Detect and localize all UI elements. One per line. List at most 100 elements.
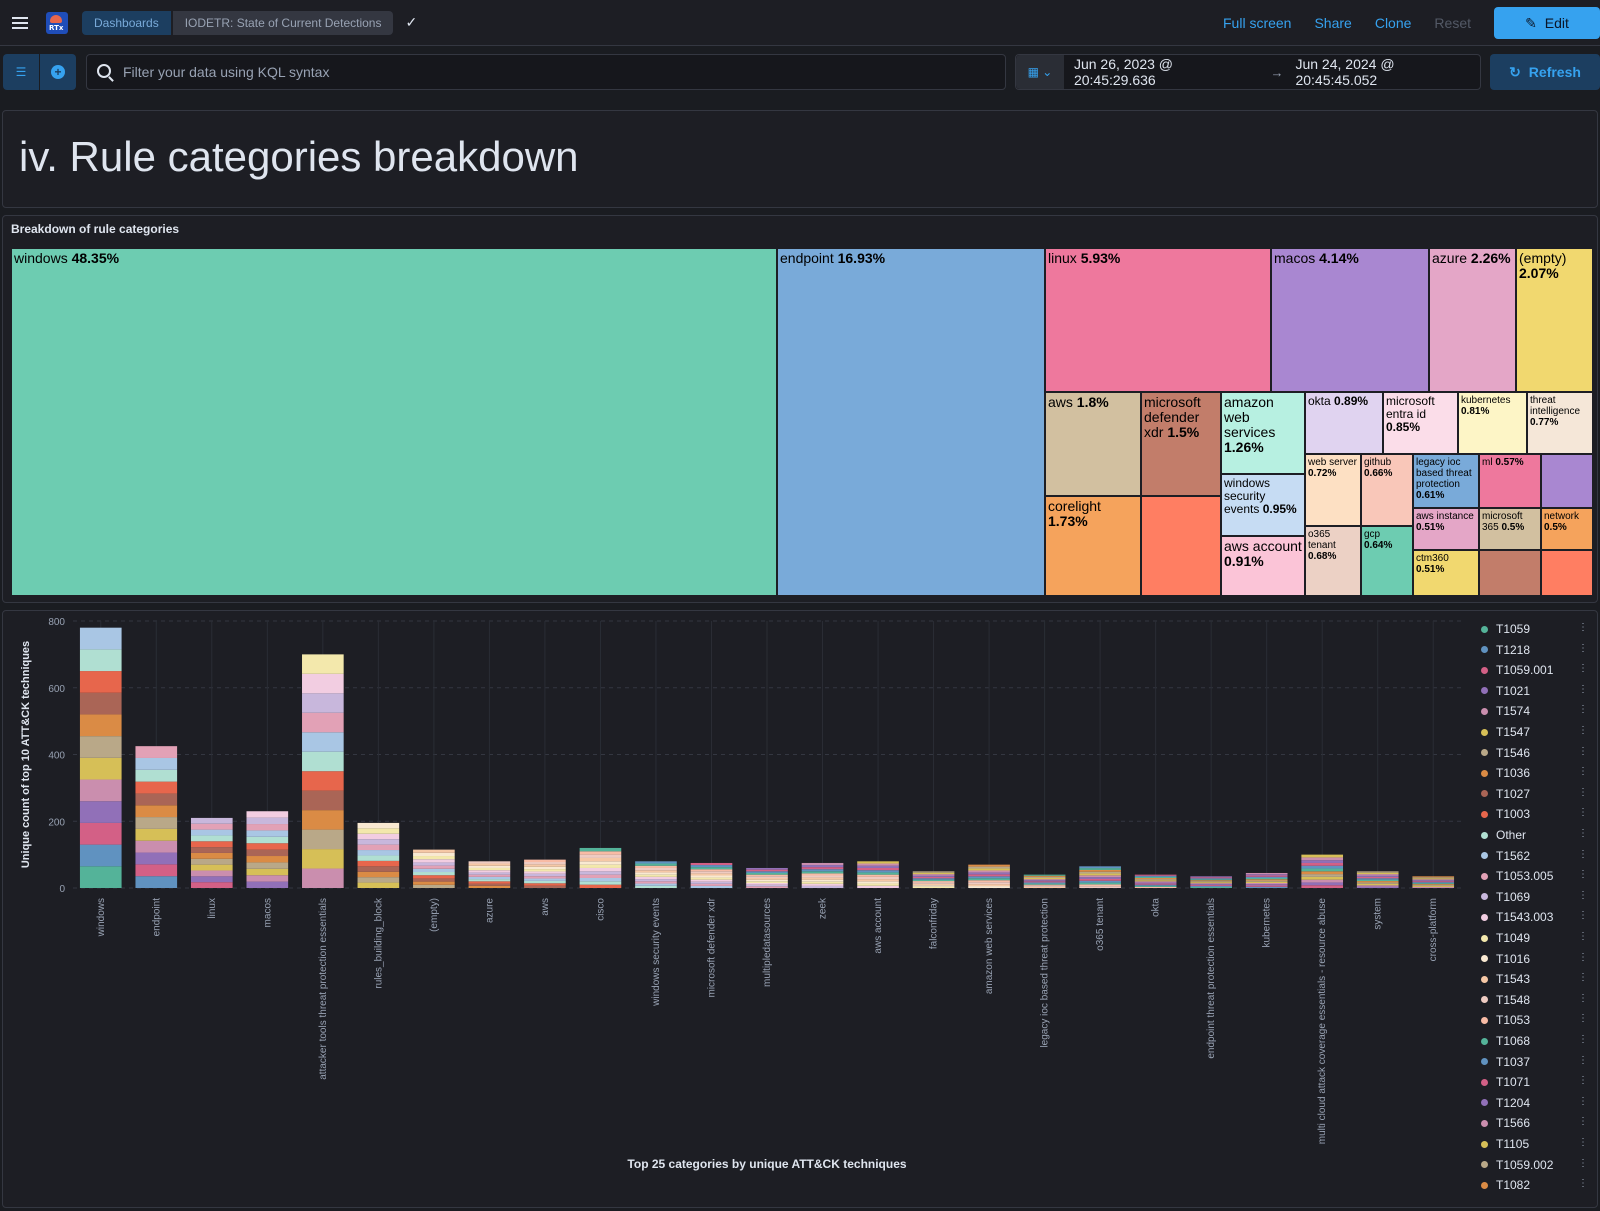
treemap-cell[interactable]: windows security events 0.95% <box>1221 474 1305 536</box>
legend-item[interactable]: T1049 <box>1481 928 1530 948</box>
bar-segment[interactable] <box>912 879 955 882</box>
bar-segment[interactable] <box>413 881 455 885</box>
bar-segment[interactable] <box>635 879 677 882</box>
bar-segment[interactable] <box>413 878 455 882</box>
bar-segment[interactable] <box>1301 879 1344 883</box>
bar-segment[interactable] <box>1412 887 1455 888</box>
bar-segment[interactable] <box>190 858 233 865</box>
bar-segment[interactable] <box>1023 881 1066 883</box>
bar-segment[interactable] <box>357 828 400 834</box>
bar-segment[interactable] <box>135 781 178 794</box>
bar-segment[interactable] <box>524 880 566 884</box>
bar-segment[interactable] <box>857 874 899 877</box>
bar-segment[interactable] <box>1079 868 1121 870</box>
bar-segment[interactable] <box>1023 874 1066 876</box>
bar-segment[interactable] <box>690 883 733 886</box>
legend-item[interactable]: T1053.005 <box>1481 866 1553 886</box>
bar-segment[interactable] <box>1134 882 1177 884</box>
bar-segment[interactable] <box>413 868 455 873</box>
bar-segment[interactable] <box>79 779 122 802</box>
bar-segment[interactable] <box>746 876 788 878</box>
bar-segment[interactable] <box>468 865 511 868</box>
legend-options-icon[interactable]: ⋮ <box>1578 683 1588 695</box>
bar-segment[interactable] <box>302 810 344 830</box>
bar-segment[interactable] <box>1301 865 1344 869</box>
bar-segment[interactable] <box>357 850 400 856</box>
bar-segment[interactable] <box>635 881 677 884</box>
legend-item[interactable]: T1037 <box>1481 1052 1530 1072</box>
bar-segment[interactable] <box>246 824 289 831</box>
bar-segment[interactable] <box>1023 875 1066 877</box>
bar-segment[interactable] <box>579 861 622 865</box>
bar-segment[interactable] <box>413 872 455 876</box>
bar-segment[interactable] <box>801 881 844 884</box>
bar-segment[interactable] <box>190 847 233 853</box>
bar-segment[interactable] <box>357 866 400 872</box>
bar-segment[interactable] <box>135 852 178 865</box>
bar-segment[interactable] <box>1356 886 1399 888</box>
bar-segment[interactable] <box>1079 871 1121 874</box>
bar-segment[interactable] <box>413 856 455 860</box>
bar-segment[interactable] <box>857 872 899 875</box>
bar-segment[interactable] <box>1079 886 1121 888</box>
legend-item[interactable]: T1105 <box>1481 1134 1529 1154</box>
legend-options-icon[interactable]: ⋮ <box>1578 972 1588 984</box>
treemap-cell[interactable]: macos 4.14% <box>1271 248 1429 392</box>
bar-segment[interactable] <box>1301 860 1344 863</box>
bar-segment[interactable] <box>524 883 566 886</box>
bar-segment[interactable] <box>524 873 566 877</box>
bar-segment[interactable] <box>468 881 511 884</box>
legend-options-icon[interactable]: ⋮ <box>1578 889 1588 901</box>
bar-segment[interactable] <box>1412 883 1455 885</box>
bar-segment[interactable] <box>968 868 1010 871</box>
bar-segment[interactable] <box>1079 875 1121 878</box>
bar-segment[interactable] <box>1134 876 1177 878</box>
bar-segment[interactable] <box>635 872 677 875</box>
legend-options-icon[interactable]: ⋮ <box>1578 828 1588 839</box>
bar-segment[interactable] <box>690 867 733 870</box>
bar-segment[interactable] <box>1134 877 1177 880</box>
bar-segment[interactable] <box>302 771 344 791</box>
bar-segment[interactable] <box>302 673 344 694</box>
bar-segment[interactable] <box>1412 879 1455 881</box>
legend-options-icon[interactable]: ⋮ <box>1578 1157 1588 1169</box>
bar-segment[interactable] <box>968 886 1010 888</box>
bar-segment[interactable] <box>357 871 400 878</box>
bar-segment[interactable] <box>413 852 455 857</box>
bar-segment[interactable] <box>579 871 622 875</box>
treemap-cell[interactable]: windows 48.35% <box>11 248 777 596</box>
legend-options-icon[interactable]: ⋮ <box>1578 910 1588 922</box>
bar-segment[interactable] <box>79 736 122 758</box>
bar-segment[interactable] <box>690 881 733 884</box>
bar-segment[interactable] <box>190 823 233 830</box>
bar-segment[interactable] <box>801 875 844 878</box>
legend-item[interactable]: T1543 <box>1481 969 1530 989</box>
bar-segment[interactable] <box>79 627 122 650</box>
bar-segment[interactable] <box>1190 887 1232 888</box>
bar-segment[interactable] <box>413 849 455 853</box>
bar-segment[interactable] <box>135 817 178 829</box>
bar-segment[interactable] <box>1134 885 1177 887</box>
calendar-icon[interactable]: ▦ ⌄ <box>1016 55 1064 89</box>
treemap-cell-unlabeled[interactable] <box>1541 550 1593 596</box>
bar-segment[interactable] <box>357 855 400 861</box>
bar-segment[interactable] <box>524 859 566 862</box>
legend-item[interactable]: Other <box>1481 825 1526 845</box>
bar-segment[interactable] <box>524 869 566 872</box>
bar-segment[interactable] <box>302 829 344 850</box>
bar-segment[interactable] <box>1356 876 1399 879</box>
legend-item[interactable]: T1543.003 <box>1481 907 1553 927</box>
bar-segment[interactable] <box>1356 885 1399 887</box>
bar-segment[interactable] <box>690 885 733 888</box>
bar-segment[interactable] <box>635 865 677 868</box>
bar-segment[interactable] <box>1356 875 1399 877</box>
bar-segment[interactable] <box>1245 876 1288 878</box>
legend-item[interactable]: T1059.001 <box>1481 660 1553 680</box>
bar-segment[interactable] <box>1134 881 1177 883</box>
bar-segment[interactable] <box>857 885 899 888</box>
full-screen-link[interactable]: Full screen <box>1223 15 1292 31</box>
bar-segment[interactable] <box>524 885 566 888</box>
bar-segment[interactable] <box>1412 884 1455 886</box>
bar-segment[interactable] <box>1356 883 1399 886</box>
bar-segment[interactable] <box>635 861 677 864</box>
